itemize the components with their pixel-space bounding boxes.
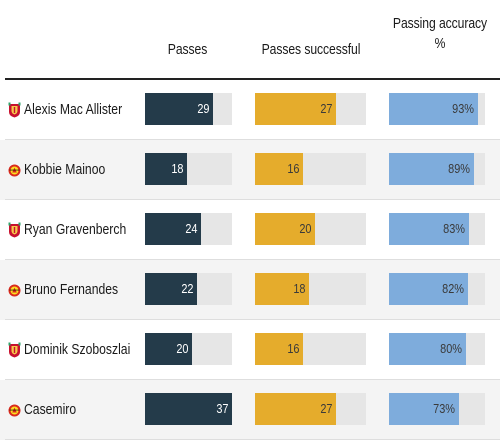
passes-value-label: 20	[175, 341, 188, 356]
accuracy-bar-track: 89%	[389, 153, 485, 185]
table-row: Casemiro 37 27 73%	[0, 380, 500, 440]
player-cell: Dominik Szoboszlai	[8, 320, 151, 380]
accuracy-bar	[389, 393, 459, 425]
header-passes: Passes	[167, 42, 208, 58]
row-divider	[5, 379, 500, 380]
player-cell: Kobbie Mainoo	[8, 140, 121, 200]
successful-bar-track: 27	[255, 393, 366, 425]
passes-bar	[145, 273, 197, 305]
successful-bar-track: 27	[255, 93, 366, 125]
player-name: Ryan Gravenberch	[24, 222, 127, 238]
accuracy-value-label: 89%	[448, 161, 470, 176]
accuracy-bar	[389, 93, 478, 125]
passes-bar	[145, 153, 187, 185]
player-name: Casemiro	[24, 402, 77, 418]
passes-bar-track: 24	[145, 213, 232, 245]
passes-bar-track: 18	[145, 153, 232, 185]
successful-bar	[255, 273, 309, 305]
successful-value-label: 27	[319, 401, 332, 416]
man-united-crest-icon	[8, 162, 21, 178]
row-divider	[5, 259, 500, 260]
passes-value-label: 24	[184, 221, 197, 236]
table-row: Alexis Mac Allister 29 27 93%	[0, 80, 500, 140]
player-cell: Bruno Fernandes	[8, 260, 136, 320]
passes-bar-track: 37	[145, 393, 232, 425]
player-name: Dominik Szoboszlai	[24, 342, 131, 358]
passes-value-label: 37	[215, 401, 228, 416]
header-passing-accuracy: Passing accuracy%	[390, 14, 491, 54]
header-passing-accuracy-text: Passing accuracy%	[392, 16, 488, 52]
table-row: Bruno Fernandes 22 18 82%	[0, 260, 500, 320]
successful-value-label: 16	[286, 161, 299, 176]
accuracy-bar	[389, 273, 468, 305]
successful-bar-track: 20	[255, 213, 366, 245]
table-row: Dominik Szoboszlai 20 16 80%	[0, 320, 500, 380]
player-cell: Ryan Gravenberch	[8, 200, 146, 260]
man-united-crest-icon	[8, 402, 21, 418]
player-cell: Alexis Mac Allister	[8, 80, 141, 140]
accuracy-value-label: 80%	[440, 341, 462, 356]
passes-bar-track: 22	[145, 273, 232, 305]
accuracy-bar-track: 73%	[389, 393, 485, 425]
successful-bar-track: 18	[255, 273, 366, 305]
passes-bar-track: 20	[145, 333, 232, 365]
successful-bar	[255, 333, 303, 365]
player-name: Kobbie Mainoo	[24, 162, 106, 178]
player-cell: Casemiro	[8, 380, 86, 440]
accuracy-bar	[389, 333, 466, 365]
successful-value-label: 18	[292, 281, 305, 296]
row-divider	[5, 199, 500, 200]
row-divider	[5, 139, 500, 140]
passes-bar	[145, 213, 201, 245]
player-name: Bruno Fernandes	[24, 282, 119, 298]
man-united-crest-icon	[8, 282, 21, 298]
successful-value-label: 16	[286, 341, 299, 356]
passes-bar	[145, 93, 213, 125]
liverpool-crest-icon	[8, 222, 21, 238]
table-row: Ryan Gravenberch 24 20 83%	[0, 200, 500, 260]
accuracy-bar	[389, 213, 469, 245]
successful-bar-track: 16	[255, 333, 366, 365]
row-divider	[5, 319, 500, 320]
passes-bar	[145, 333, 192, 365]
successful-value-label: 27	[319, 101, 332, 116]
liverpool-crest-icon	[8, 102, 21, 118]
accuracy-bar-track: 82%	[389, 273, 485, 305]
passes-value-label: 29	[196, 101, 209, 116]
accuracy-value-label: 93%	[452, 101, 474, 116]
successful-bar	[255, 393, 336, 425]
accuracy-value-label: 82%	[442, 281, 464, 296]
accuracy-bar-track: 80%	[389, 333, 485, 365]
passes-value-label: 22	[180, 281, 193, 296]
passes-bar	[145, 393, 232, 425]
liverpool-crest-icon	[8, 342, 21, 358]
accuracy-bar-track: 83%	[389, 213, 485, 245]
passes-bar-track: 29	[145, 93, 232, 125]
accuracy-bar-track: 93%	[389, 93, 485, 125]
passes-value-label: 18	[170, 161, 183, 176]
successful-bar	[255, 93, 336, 125]
accuracy-bar	[389, 153, 474, 185]
successful-bar	[255, 153, 303, 185]
successful-bar-track: 16	[255, 153, 366, 185]
header-passes-successful: Passes successful	[261, 42, 361, 58]
accuracy-value-label: 73%	[433, 401, 455, 416]
header-rule	[5, 78, 500, 80]
successful-value-label: 20	[298, 221, 311, 236]
player-name: Alexis Mac Allister	[24, 102, 123, 118]
table-row: Kobbie Mainoo 18 16 89%	[0, 140, 500, 200]
accuracy-value-label: 83%	[443, 221, 465, 236]
successful-bar	[255, 213, 315, 245]
